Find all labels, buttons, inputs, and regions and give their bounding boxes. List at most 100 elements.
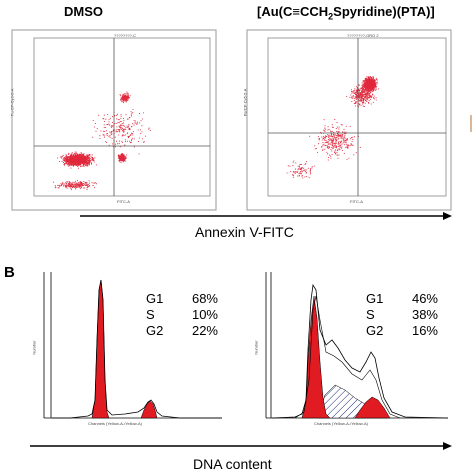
scatter-event: [74, 185, 76, 187]
scatter-event: [375, 97, 377, 99]
scatter-event: [327, 153, 329, 155]
scatter-event: [83, 153, 85, 155]
scatter-event: [108, 119, 110, 121]
scatter-event: [332, 126, 334, 128]
scatter-event: [107, 113, 109, 115]
panel-b-letter: B: [4, 264, 15, 281]
scatter-event: [339, 146, 341, 148]
scatter-event: [333, 145, 335, 147]
scatter-event: [114, 123, 116, 125]
scatter-event: [286, 172, 288, 174]
scatter-event: [334, 137, 336, 139]
scatter-event: [368, 82, 370, 84]
scatter-event: [356, 101, 358, 103]
scatter-event: [337, 142, 339, 144]
scatter-event: [330, 157, 332, 159]
scatter-event: [140, 120, 142, 122]
scatter-event: [341, 146, 343, 148]
scatter-event: [91, 154, 93, 156]
scatter-event: [106, 124, 108, 126]
scatter-event: [72, 186, 74, 188]
scatter-event: [335, 145, 337, 147]
scatter-event: [322, 144, 324, 146]
scatter-event: [370, 90, 373, 92]
scatter-event: [111, 133, 113, 135]
scatter-event: [133, 124, 135, 126]
scatter-event: [335, 135, 337, 137]
scatter-event: [353, 90, 355, 92]
scatter-event: [370, 80, 372, 82]
scatter-event: [65, 161, 67, 163]
scatter-event: [74, 154, 76, 156]
scatter-event: [133, 138, 135, 140]
scatter-event: [309, 172, 311, 174]
scatter-event: [333, 146, 335, 148]
scatter-event: [301, 170, 303, 172]
scatter-event: [287, 165, 289, 167]
scatter-event: [358, 90, 361, 92]
scatter-event: [295, 162, 297, 164]
scatter-event: [128, 97, 130, 99]
scatter-event: [333, 140, 335, 142]
scatter-event: [326, 151, 328, 153]
scatter-event: [369, 89, 371, 91]
scatter-event: [363, 97, 365, 99]
scatter-event: [297, 175, 299, 177]
scatter-event: [119, 157, 121, 159]
scatter-event: [143, 141, 145, 143]
scatter-event: [333, 135, 335, 137]
scatter-event: [122, 134, 124, 136]
scatter-event: [354, 105, 356, 107]
scatter-event: [331, 124, 333, 126]
scatter-event: [121, 140, 123, 142]
scatter-event: [328, 135, 330, 137]
scatter-event: [369, 86, 371, 88]
scatter-event: [126, 99, 128, 102]
scatter-event: [73, 157, 76, 159]
scatter-event: [293, 160, 295, 162]
scatter-event: [366, 79, 368, 81]
scatter-event: [130, 139, 133, 141]
scatter-event: [120, 117, 122, 119]
scatter-event: [338, 126, 340, 128]
scatter-event: [118, 129, 120, 131]
scatter-event: [342, 136, 344, 138]
scatter-event: [375, 77, 377, 79]
scatter-event: [346, 145, 348, 147]
scatter-event: [334, 144, 336, 146]
scatter-event: [65, 155, 67, 158]
scatter-event: [358, 97, 360, 99]
scatter-event: [344, 134, 346, 136]
left-stat-s: S 10%: [146, 307, 218, 323]
scatter-event: [323, 135, 325, 138]
scatter-event: [331, 139, 334, 141]
scatter-event: [126, 91, 128, 93]
scatter-event: [328, 146, 330, 148]
scatter-event: [372, 101, 374, 103]
scatter-event: [364, 84, 366, 86]
scatter-event: [88, 164, 90, 166]
scatter-event: [324, 137, 327, 139]
scatter-event: [123, 128, 125, 130]
scatter-event: [72, 165, 74, 167]
scatter-event: [121, 127, 124, 130]
scatter-event: [306, 176, 308, 178]
scatter-event: [121, 95, 123, 97]
scatter-event: [335, 147, 337, 149]
scatter-event: [79, 187, 81, 189]
scatter-event: [69, 186, 71, 188]
scatter-event: [334, 134, 336, 136]
scatter-event: [363, 94, 365, 96]
scatter-event: [90, 162, 93, 164]
scatter-event: [362, 89, 365, 91]
scatter-event: [356, 92, 358, 94]
scatter-event: [362, 80, 364, 82]
scatter-event: [300, 173, 302, 175]
scatter-event: [368, 94, 370, 96]
scatter-event: [338, 131, 340, 133]
scatter-event: [305, 172, 307, 174]
scatter-event: [77, 167, 80, 169]
scatter-event: [94, 182, 96, 184]
scatter-event: [70, 185, 72, 187]
scatter-event: [139, 129, 142, 131]
